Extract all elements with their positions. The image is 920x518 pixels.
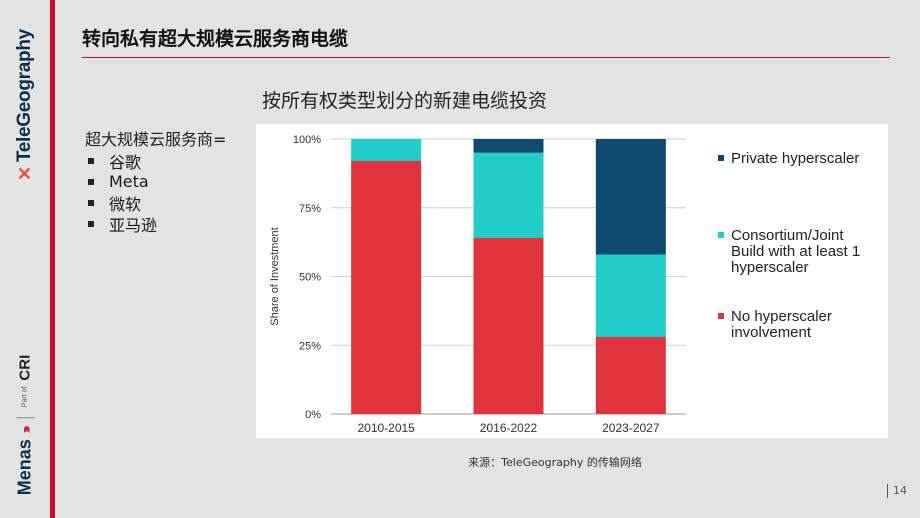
hyperscaler-list-heading: 超大规模云服务商= xyxy=(85,130,227,149)
x-tick-label: 2016-2022 xyxy=(480,421,538,435)
legend-label: Build with at least 1 xyxy=(731,243,860,260)
left-sidebar: ✕ TeleGeography Menas ››› Part of CRI xyxy=(0,0,50,518)
bar-segment xyxy=(473,238,544,414)
source-text: 来源：TeleGeography 的传输网络 xyxy=(468,456,642,469)
source-note: 来源：TeleGeography 的传输网络 xyxy=(0,454,920,470)
bar-segment xyxy=(351,161,422,414)
bar-segment xyxy=(595,337,666,414)
y-tick-label: 100% xyxy=(293,134,321,146)
bullet-square-icon xyxy=(88,157,94,164)
stacked-bar-chart: 0% 25% 50% 75% 100% Share of Investment 2010-2… xyxy=(269,134,860,435)
list-item-label: 微软 xyxy=(109,194,142,214)
legend-label: No hyperscaler xyxy=(731,308,832,325)
list-item-label: Meta xyxy=(109,172,149,191)
legend-swatch xyxy=(718,313,724,319)
list-item: 微软 xyxy=(85,192,157,214)
legend-label: hyperscaler xyxy=(731,259,809,276)
part-of-label: Part of xyxy=(21,386,29,408)
hyperscaler-list: 谷歌 Meta 微软 亚马逊 xyxy=(85,150,158,235)
x-tick-label: 2023-2027 xyxy=(602,421,660,435)
y-tick-label: 25% xyxy=(299,340,321,352)
cri-wordmark: CRI xyxy=(16,354,34,381)
bar-segment xyxy=(473,152,544,238)
legend-swatch xyxy=(718,155,724,161)
legend-label: Consortium/Joint xyxy=(731,227,844,244)
legend-swatch xyxy=(718,232,724,238)
bullet-square-icon xyxy=(88,220,94,227)
logo-divider xyxy=(16,417,34,419)
y-tick-label: 50% xyxy=(299,272,321,284)
list-item-label: 亚马逊 xyxy=(109,215,158,235)
y-tick-label: 75% xyxy=(299,203,321,215)
list-item-label: 谷歌 xyxy=(109,152,142,172)
bar-segment xyxy=(473,139,544,153)
page-title: 转向私有超大规模云服务商电缆 xyxy=(82,28,349,50)
red-vertical-rule xyxy=(50,0,55,518)
telegeography-mark-icon: ✕ xyxy=(14,166,35,181)
chart-panel: 0% 25% 50% 75% 100% Share of Investment 2010-2… xyxy=(256,124,888,438)
title-underline xyxy=(82,57,890,58)
bar-segment xyxy=(595,139,666,255)
y-tick-label: 0% xyxy=(305,409,321,421)
legend-label: Private hyperscaler xyxy=(731,150,859,167)
list-item: 谷歌 xyxy=(85,150,157,172)
bullet-square-icon xyxy=(88,199,94,206)
chevrons-icon: ››› xyxy=(17,428,33,434)
y-axis-label: Share of Investment xyxy=(269,227,281,325)
bar-segment xyxy=(351,139,422,161)
legend-label: involvement xyxy=(731,324,812,341)
list-item: Meta xyxy=(85,171,157,192)
telegeography-logo: ✕ TeleGeography xyxy=(14,29,36,181)
telegeography-wordmark: TeleGeography xyxy=(14,29,35,163)
bar-segment xyxy=(595,254,666,337)
chart-title: 按所有权类型划分的新建电缆投资 xyxy=(262,90,548,112)
x-tick-label: 2010-2015 xyxy=(357,421,415,435)
bullet-square-icon xyxy=(88,178,94,185)
list-item: 亚马逊 xyxy=(85,213,158,235)
page-number: 14 xyxy=(887,484,907,498)
menas-logo: Menas ››› Part of CRI xyxy=(15,355,36,496)
